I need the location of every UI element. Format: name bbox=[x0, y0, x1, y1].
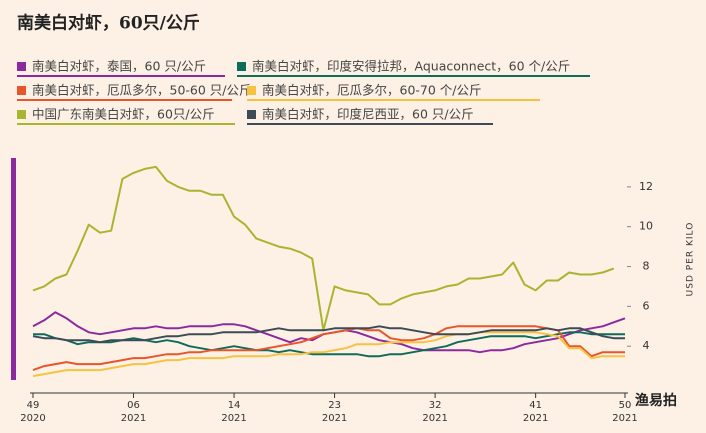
x-tick-label: 2021 bbox=[422, 413, 447, 424]
x-tick-label: 2021 bbox=[612, 413, 637, 424]
series-line bbox=[32, 325, 625, 372]
x-tick-label: 23 bbox=[328, 400, 341, 411]
y-tick-label: 8 bbox=[643, 260, 650, 273]
x-tick-label: 49 bbox=[27, 400, 40, 411]
series-line bbox=[32, 331, 625, 378]
legend-label: 中国广东南美白对虾，60只/公斤 bbox=[32, 107, 215, 122]
y-tick-label: 6 bbox=[643, 299, 650, 312]
legend-label: 南美白对虾，泰国，60 只/公斤 bbox=[32, 59, 206, 74]
y-tick-label: 4 bbox=[643, 339, 650, 352]
x-tick-label: 06 bbox=[127, 400, 140, 411]
legend-swatch bbox=[17, 62, 26, 71]
x-tick-label: 2021 bbox=[523, 413, 548, 424]
x-tick-label: 2021 bbox=[121, 413, 146, 424]
y-tick-label: 10 bbox=[639, 220, 653, 233]
legend-swatch bbox=[237, 62, 246, 71]
x-tick-label: 14 bbox=[228, 400, 241, 411]
legend-swatch bbox=[17, 86, 26, 95]
x-tick-label: 32 bbox=[429, 400, 442, 411]
y-tick-label: 12 bbox=[639, 180, 653, 193]
chart-title: 南美白对虾，60只/公斤 bbox=[17, 13, 200, 34]
x-tick-label: 2021 bbox=[322, 413, 347, 424]
series-line bbox=[32, 325, 625, 344]
x-tick-label: 50 bbox=[619, 400, 632, 411]
series-line bbox=[33, 331, 625, 358]
x-tick-label: 2020 bbox=[20, 413, 45, 424]
legend-label: 南美白对虾，厄瓜多尔，60-70 个/公斤 bbox=[262, 83, 482, 98]
legend-swatch bbox=[247, 110, 256, 119]
watermark: 渔易拍 bbox=[635, 392, 677, 409]
legend-label: 南美白对虾，印度尼西亚，60 只/公斤 bbox=[262, 107, 474, 122]
legend-label: 南美白对虾，厄瓜多尔，50-60 只/公斤 bbox=[32, 83, 252, 98]
y-axis-label: USD PER KILO bbox=[686, 222, 696, 297]
accent-bar bbox=[11, 158, 16, 380]
x-tick-label: 2021 bbox=[221, 413, 246, 424]
legend-swatch bbox=[17, 110, 26, 119]
legend-swatch bbox=[247, 86, 256, 95]
legend-label: 南美白对虾，印度安得拉邦，Aquaconnect，60 个/公斤 bbox=[252, 59, 570, 74]
x-tick-label: 41 bbox=[529, 400, 542, 411]
